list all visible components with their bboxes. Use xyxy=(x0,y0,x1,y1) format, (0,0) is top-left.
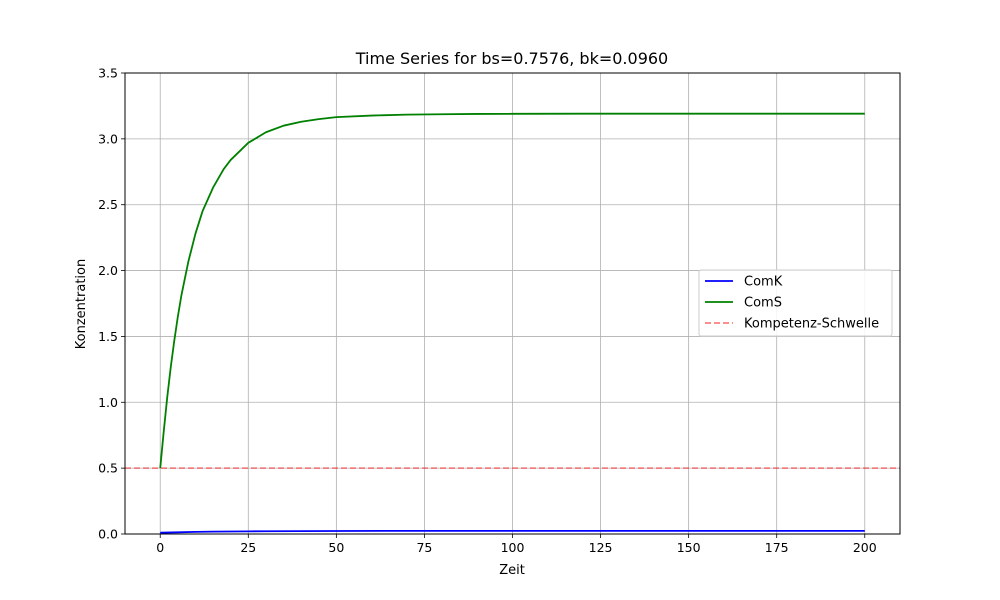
x-tick-label: 75 xyxy=(416,540,432,555)
x-tick-label: 25 xyxy=(240,540,256,555)
legend-label-coms: ComS xyxy=(744,296,782,311)
legend-box xyxy=(698,269,893,337)
y-tick-label: 0.0 xyxy=(98,527,118,542)
y-tick-label: 1.0 xyxy=(98,395,118,410)
y-tick-label: 0.5 xyxy=(98,461,118,476)
y-tick-label: 3.5 xyxy=(98,66,118,81)
x-tick-label: 200 xyxy=(853,540,877,555)
y-tick-label: 2.0 xyxy=(98,263,118,278)
legend-label-comk: ComK xyxy=(744,275,783,290)
x-tick-label: 100 xyxy=(501,540,525,555)
y-tick-label: 2.5 xyxy=(98,197,118,212)
x-tick-label: 150 xyxy=(677,540,701,555)
x-tick-label: 0 xyxy=(156,540,164,555)
x-tick-label: 125 xyxy=(589,540,613,555)
y-tick-label: 1.5 xyxy=(98,329,118,344)
x-tick-label: 175 xyxy=(765,540,789,555)
axis-ticks: 0 25 50 75 100 125 150 175 200 0.0 0.5 1.0 1.5 2.0 2.5… xyxy=(98,66,877,556)
y-tick-label: 3.0 xyxy=(98,131,118,146)
x-tick-label: 50 xyxy=(328,540,344,555)
series-line-comk xyxy=(160,529,865,534)
plot-series xyxy=(125,112,900,534)
legend: ComK ComS Kompetenz-Schwelle xyxy=(698,269,893,337)
chart-title: Time Series for bs=0.7576, bk=0.0960 xyxy=(355,49,668,68)
x-axis-label: Zeit xyxy=(499,563,525,578)
series-line-coms xyxy=(159,112,865,469)
legend-label-kompetenz-schwelle: Kompetenz-Schwelle xyxy=(744,317,879,332)
y-axis-label: Konzentration xyxy=(74,259,89,349)
